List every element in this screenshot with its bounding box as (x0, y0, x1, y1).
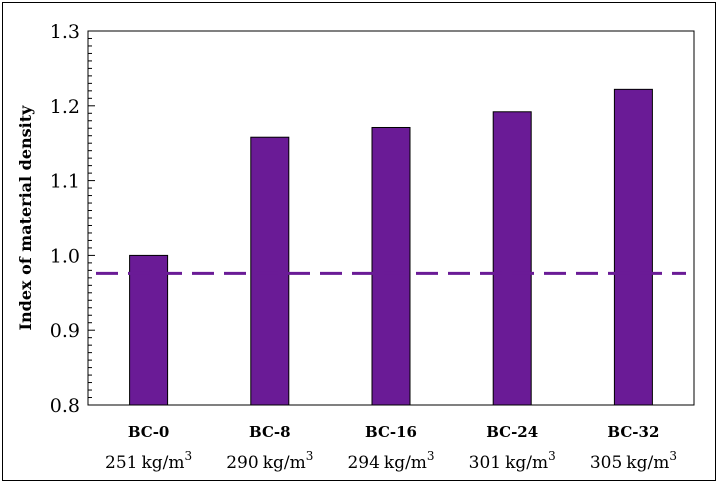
bar (371, 126, 411, 406)
density-label: 305 kg/m3 (590, 449, 677, 473)
density-label: 290 kg/m3 (226, 449, 313, 473)
y-tick-label: 0.9 (50, 320, 80, 342)
density-unit: kg/m (505, 453, 548, 473)
bar (129, 254, 169, 406)
y-tick-label: 1.0 (50, 245, 80, 267)
density-exponent: 3 (306, 449, 314, 463)
density-exponent: 3 (185, 449, 193, 463)
y-tick-label: 1.3 (50, 21, 80, 43)
x-category-label: BC-32 (607, 423, 659, 441)
density-exponent: 3 (427, 449, 435, 463)
density-label: 301 kg/m3 (469, 449, 556, 473)
density-value: 251 (105, 453, 137, 473)
density-unit: kg/m (263, 453, 306, 473)
chart-frame (2, 2, 716, 481)
x-category-label: BC-24 (486, 423, 538, 441)
density-unit: kg/m (626, 453, 669, 473)
density-label: 251 kg/m3 (105, 449, 192, 473)
density-value: 301 (469, 453, 501, 473)
density-unit: kg/m (141, 453, 184, 473)
density-value: 290 (226, 453, 258, 473)
density-label: 294 kg/m3 (347, 449, 434, 473)
y-tick-label: 0.8 (50, 395, 80, 417)
bar (492, 111, 532, 406)
bar (613, 88, 653, 406)
bar (250, 136, 290, 406)
y-axis-label: Index of material density (16, 105, 35, 331)
density-unit: kg/m (384, 453, 427, 473)
y-tick-label: 1.1 (50, 171, 80, 193)
density-exponent: 3 (669, 449, 677, 463)
density-value: 305 (590, 453, 622, 473)
density-value: 294 (347, 453, 379, 473)
density-exponent: 3 (548, 449, 556, 463)
y-tick-label: 1.2 (50, 96, 80, 118)
x-category-label: BC-16 (365, 423, 417, 441)
x-category-label: BC-8 (249, 423, 291, 441)
x-category-label: BC-0 (128, 423, 170, 441)
